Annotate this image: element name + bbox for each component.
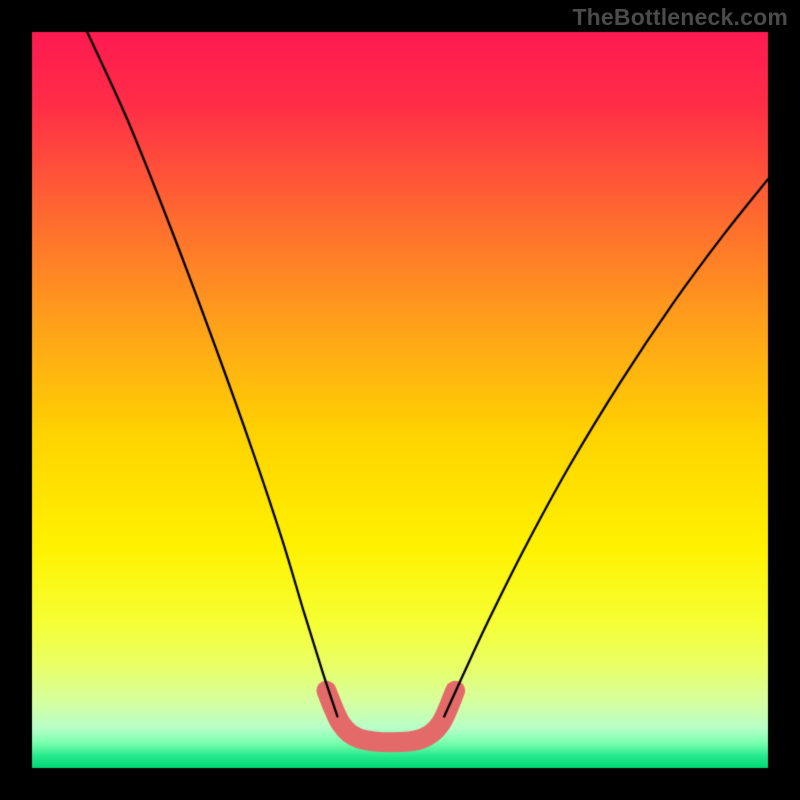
watermark-text: TheBottleneck.com — [572, 4, 788, 31]
chart-stage: TheBottleneck.com — [0, 0, 800, 800]
bottleneck-chart-canvas — [0, 0, 800, 800]
